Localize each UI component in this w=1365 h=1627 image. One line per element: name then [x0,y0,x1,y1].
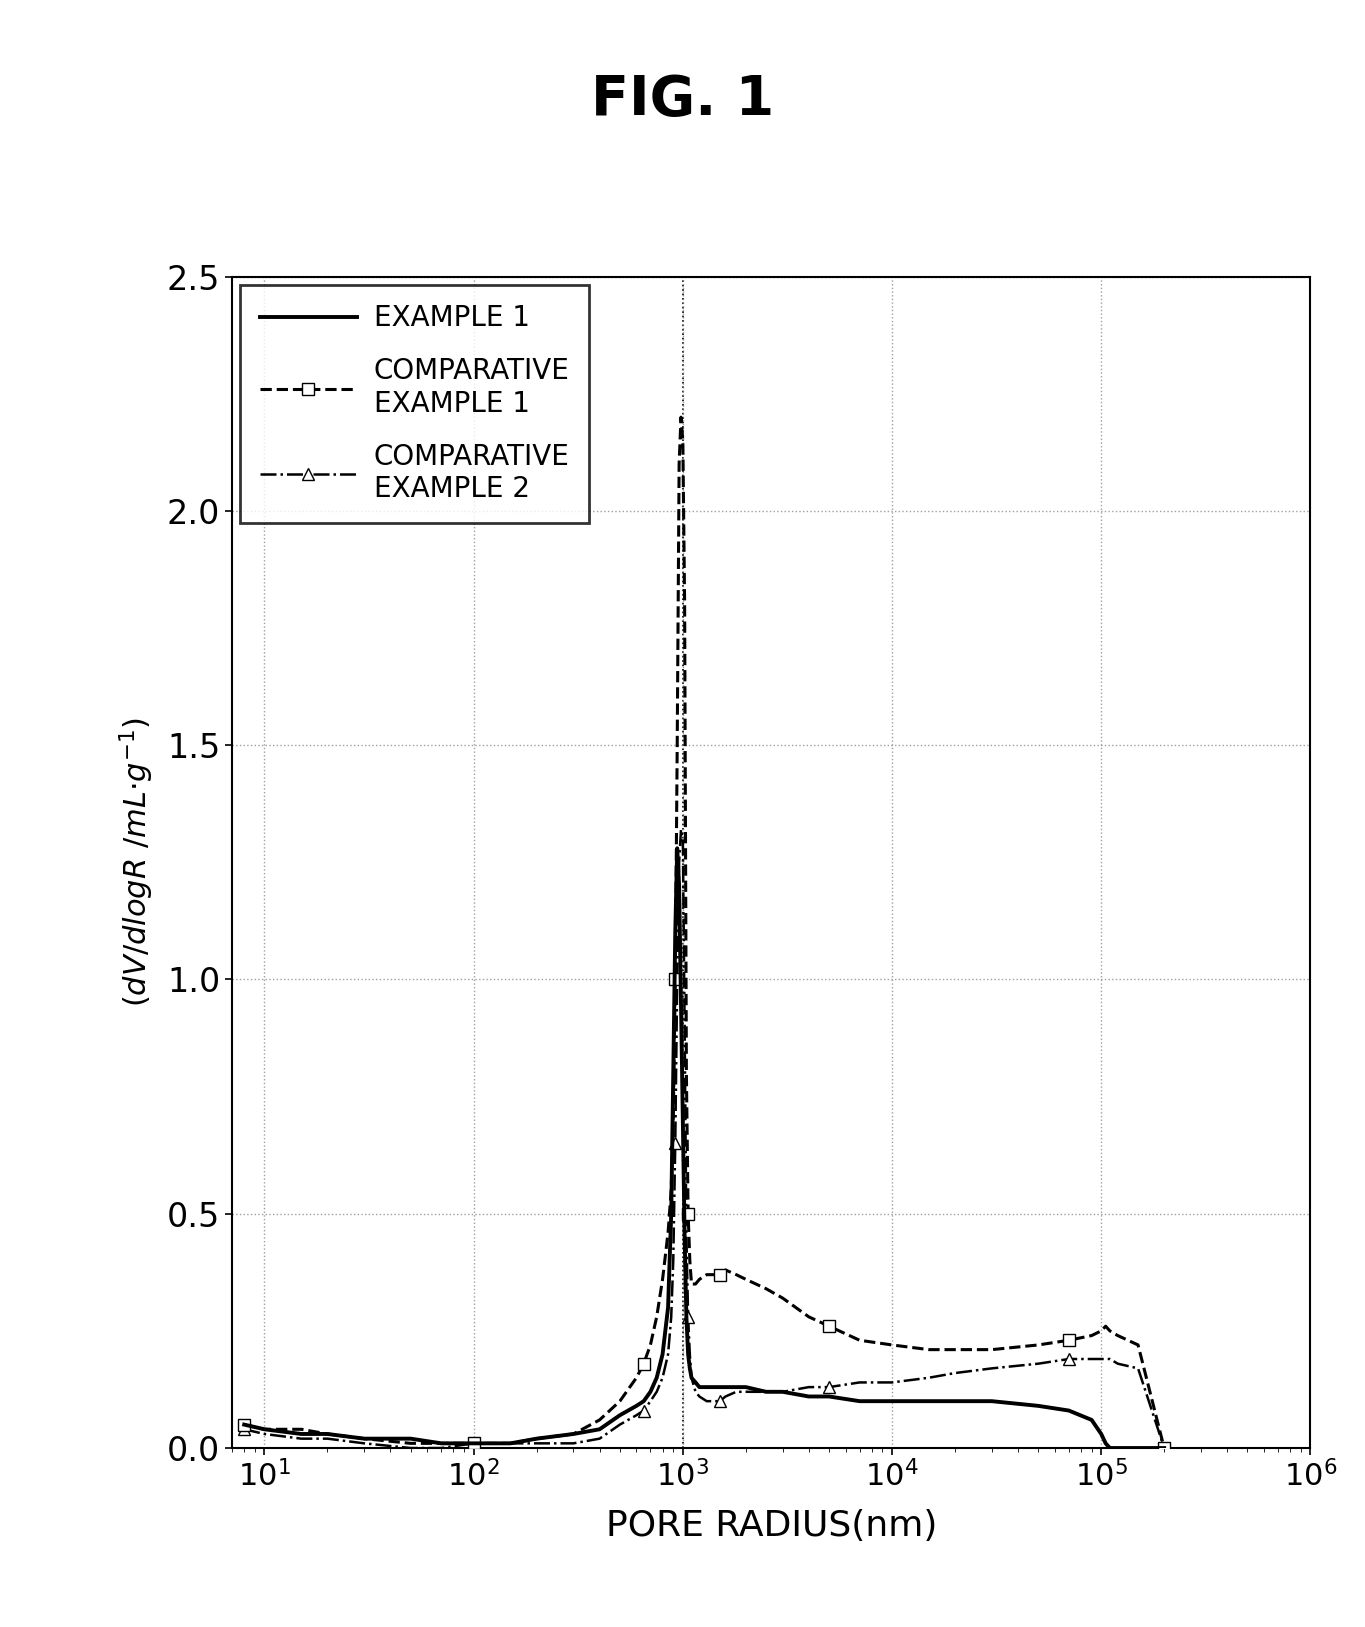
COMPARATIVE
EXAMPLE 1 [774,1289,790,1308]
COMPARATIVE
EXAMPLE 2 [774,1381,790,1401]
EXAMPLE 1 [774,1381,790,1401]
EXAMPLE 1 [674,1110,691,1129]
EXAMPLE 1 [669,838,685,857]
EXAMPLE 1 [319,1424,336,1443]
Text: FIG. 1: FIG. 1 [591,73,774,127]
Legend: EXAMPLE 1, COMPARATIVE
EXAMPLE 1, COMPARATIVE
EXAMPLE 2: EXAMPLE 1, COMPARATIVE EXAMPLE 1, COMPAR… [240,285,590,522]
COMPARATIVE
EXAMPLE 2 [801,1378,818,1398]
COMPARATIVE
EXAMPLE 1 [674,431,691,451]
COMPARATIVE
EXAMPLE 1 [643,1336,659,1355]
COMPARATIVE
EXAMPLE 1 [1156,1438,1173,1458]
COMPARATIVE
EXAMPLE 2 [403,1438,419,1458]
Line: COMPARATIVE
EXAMPLE 2: COMPARATIVE EXAMPLE 2 [238,823,1170,1455]
COMPARATIVE
EXAMPLE 1 [319,1424,336,1443]
Line: COMPARATIVE
EXAMPLE 1: COMPARATIVE EXAMPLE 1 [238,412,1170,1455]
COMPARATIVE
EXAMPLE 2 [1156,1438,1173,1458]
X-axis label: PORE RADIUS(nm): PORE RADIUS(nm) [606,1508,936,1542]
EXAMPLE 1 [236,1415,253,1435]
COMPARATIVE
EXAMPLE 2 [677,1017,693,1036]
EXAMPLE 1 [643,1381,659,1401]
COMPARATIVE
EXAMPLE 1 [293,1419,310,1438]
COMPARATIVE
EXAMPLE 2 [319,1429,336,1448]
COMPARATIVE
EXAMPLE 1 [673,407,689,426]
EXAMPLE 1 [758,1381,774,1401]
COMPARATIVE
EXAMPLE 2 [673,820,689,840]
COMPARATIVE
EXAMPLE 2 [648,1381,665,1401]
Y-axis label: $(dV/dlogR$ $/mL·g^{-1})$: $(dV/dlogR$ $/mL·g^{-1})$ [117,718,156,1007]
EXAMPLE 1 [1102,1438,1118,1458]
Line: EXAMPLE 1: EXAMPLE 1 [244,848,1164,1448]
EXAMPLE 1 [293,1424,310,1443]
COMPARATIVE
EXAMPLE 1 [236,1415,253,1435]
COMPARATIVE
EXAMPLE 1 [758,1279,774,1298]
COMPARATIVE
EXAMPLE 2 [293,1429,310,1448]
COMPARATIVE
EXAMPLE 2 [236,1419,253,1438]
EXAMPLE 1 [1156,1438,1173,1458]
